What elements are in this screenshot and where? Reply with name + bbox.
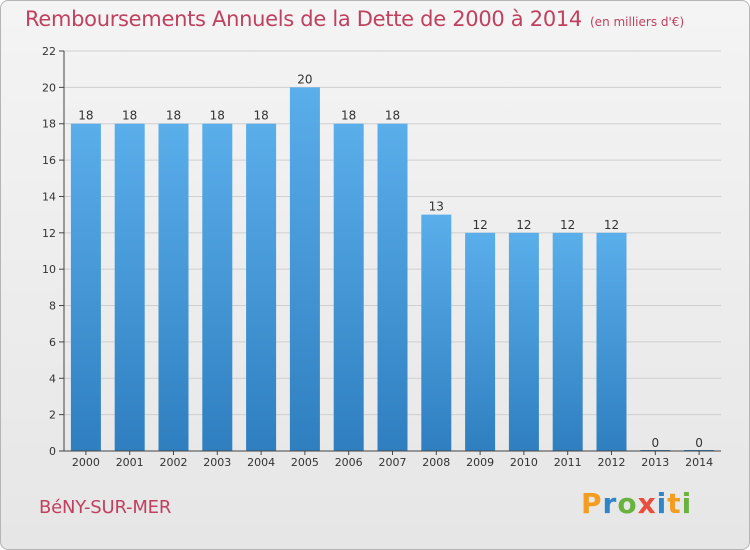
logo-letter: x: [637, 487, 657, 520]
y-tick-label: 0: [49, 445, 56, 458]
bar-2001: [114, 123, 145, 452]
data-label-2013: 0: [651, 436, 659, 450]
x-tick-label-2003: 2003: [203, 456, 231, 469]
data-label-2008: 13: [429, 200, 444, 214]
data-label-2005: 20: [297, 72, 312, 86]
x-tick-label-2006: 2006: [335, 456, 363, 469]
y-tick-label: 14: [42, 190, 56, 203]
x-tick-label-2007: 2007: [379, 456, 407, 469]
data-label-2007: 18: [385, 109, 400, 123]
bar-2011: [552, 232, 583, 451]
logo-letter: P: [581, 487, 603, 520]
y-tick-label: 18: [42, 118, 56, 131]
chart-title: Remboursements Annuels de la Dette de 20…: [25, 7, 684, 31]
bar-2007: [377, 123, 408, 452]
bar-2000: [70, 123, 101, 452]
x-tick-label-2001: 2001: [116, 456, 144, 469]
logo-letter: r: [602, 487, 618, 520]
logo-letter: o: [617, 487, 638, 520]
data-label-2014: 0: [695, 436, 703, 450]
data-label-2001: 18: [122, 109, 137, 123]
y-tick-label: 12: [42, 227, 56, 240]
y-tick-label: 20: [42, 81, 56, 94]
x-tick-label-2013: 2013: [641, 456, 669, 469]
bar-2005: [289, 87, 320, 451]
y-tick-label: 10: [42, 263, 56, 276]
x-tick-label-2008: 2008: [422, 456, 450, 469]
y-tick-label: 22: [42, 45, 56, 58]
logo-letter: i: [681, 487, 693, 520]
bar-2006: [333, 123, 364, 452]
data-label-2003: 18: [210, 109, 225, 123]
bar-2003: [202, 123, 233, 452]
data-label-2009: 12: [472, 218, 487, 232]
y-tick-label: 6: [49, 336, 56, 349]
bar-2002: [158, 123, 189, 452]
x-tick-label-2012: 2012: [598, 456, 626, 469]
y-tick-label: 16: [42, 154, 56, 167]
logo-letter: t: [667, 487, 682, 520]
y-tick-label: 8: [49, 300, 56, 313]
data-label-2004: 18: [253, 109, 268, 123]
x-tick-label-2010: 2010: [510, 456, 538, 469]
logo-letter: i: [656, 487, 668, 520]
y-tick-label: 2: [49, 409, 56, 422]
location-label: BéNY-SUR-MER: [39, 497, 172, 518]
data-label-2002: 18: [166, 109, 181, 123]
x-tick-label-2009: 2009: [466, 456, 494, 469]
bar-2009: [465, 232, 496, 451]
chart-unit: (en milliers d'€): [590, 15, 685, 29]
axes: [59, 50, 721, 455]
bar-2004: [246, 123, 277, 452]
bar-2008: [421, 214, 452, 451]
data-label-2010: 12: [516, 218, 531, 232]
x-tick-label-2000: 2000: [72, 456, 100, 469]
data-label-2000: 18: [78, 109, 93, 123]
chart-title-text: Remboursements Annuels de la Dette de 20…: [25, 7, 582, 31]
x-tick-label-2002: 2002: [160, 456, 188, 469]
x-tick-label-2004: 2004: [247, 456, 275, 469]
x-tick-label-2005: 2005: [291, 456, 319, 469]
bar-2010: [508, 232, 539, 451]
y-tick-label: 4: [49, 372, 56, 385]
data-label-2012: 12: [604, 218, 619, 232]
data-label-2006: 18: [341, 109, 356, 123]
bar-2012: [596, 232, 627, 451]
x-tick-label-2014: 2014: [685, 456, 713, 469]
proxiti-logo: Proxiti: [581, 487, 692, 520]
bars: [70, 87, 715, 452]
x-tick-label-2011: 2011: [554, 456, 582, 469]
labels: 0246810121416182022182000182001182002182…: [42, 45, 713, 469]
data-label-2011: 12: [560, 218, 575, 232]
